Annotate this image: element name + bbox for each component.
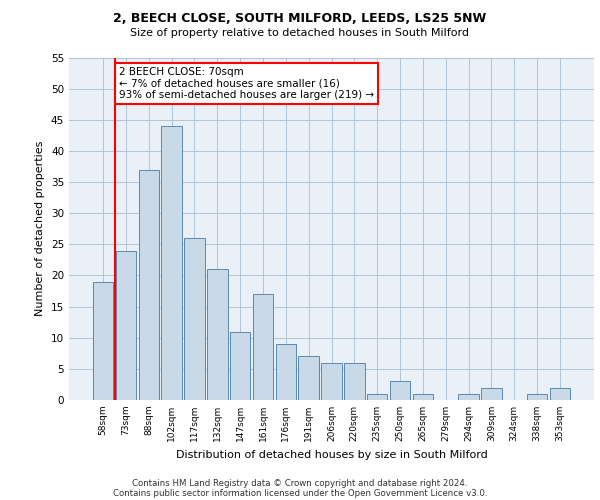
Bar (230, 332, 250, 400)
Text: Size of property relative to detached houses in South Milford: Size of property relative to detached ho… (131, 28, 470, 38)
Bar (390, 382, 410, 400)
Bar (458, 394, 479, 400)
Bar (116, 250, 136, 400)
Bar (550, 388, 570, 400)
Bar (275, 344, 296, 400)
Bar (344, 362, 365, 400)
Y-axis label: Number of detached properties: Number of detached properties (35, 141, 46, 316)
X-axis label: Distribution of detached houses by size in South Milford: Distribution of detached houses by size … (176, 450, 487, 460)
Bar (207, 269, 227, 400)
Bar (184, 238, 205, 400)
Bar (481, 388, 502, 400)
Text: 2, BEECH CLOSE, SOUTH MILFORD, LEEDS, LS25 5NW: 2, BEECH CLOSE, SOUTH MILFORD, LEEDS, LS… (113, 12, 487, 26)
Bar (367, 394, 388, 400)
Text: Contains HM Land Registry data © Crown copyright and database right 2024.: Contains HM Land Registry data © Crown c… (132, 478, 468, 488)
Bar (413, 394, 433, 400)
Bar (527, 394, 547, 400)
Text: 2 BEECH CLOSE: 70sqm
← 7% of detached houses are smaller (16)
93% of semi-detach: 2 BEECH CLOSE: 70sqm ← 7% of detached ho… (119, 67, 374, 100)
Text: Contains public sector information licensed under the Open Government Licence v3: Contains public sector information licen… (113, 488, 487, 498)
Bar (139, 170, 159, 400)
Bar (93, 282, 113, 400)
Bar (161, 126, 182, 400)
Bar (253, 294, 273, 400)
Bar (298, 356, 319, 400)
Bar (321, 362, 342, 400)
